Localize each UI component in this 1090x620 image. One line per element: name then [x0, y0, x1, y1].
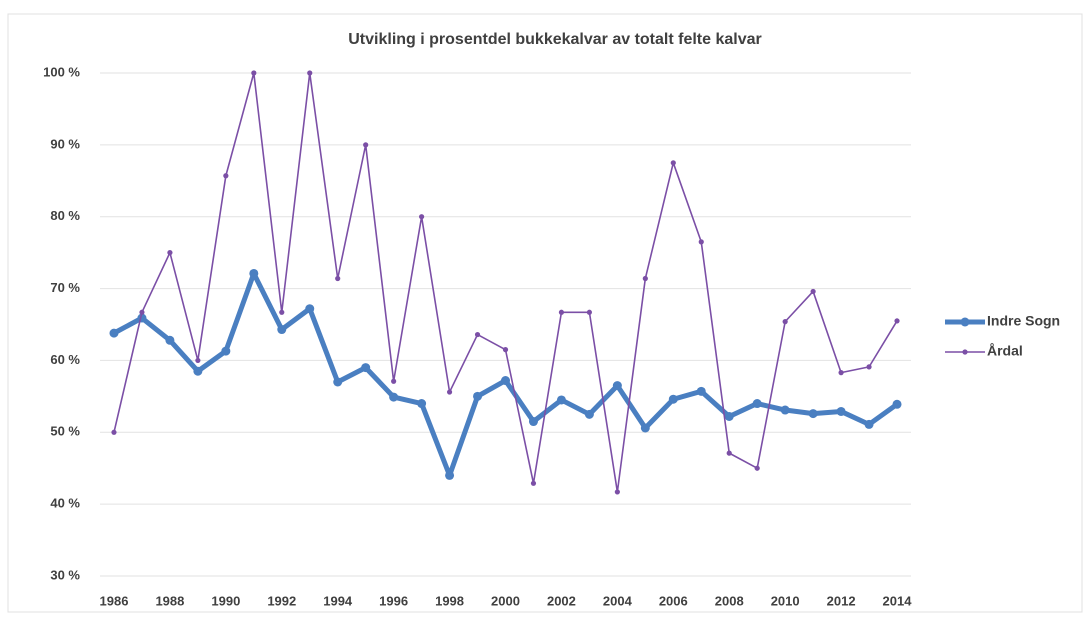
- point: [892, 399, 902, 409]
- point: [584, 409, 594, 419]
- point: [446, 389, 453, 395]
- point: [586, 309, 592, 315]
- point: [305, 304, 315, 314]
- point: [195, 357, 201, 364]
- point: [502, 347, 509, 353]
- point: [866, 364, 872, 370]
- point: [221, 346, 231, 356]
- point: [277, 325, 287, 335]
- y-tick-label: 90 %: [50, 136, 80, 151]
- point: [391, 378, 397, 384]
- legend-marker: [962, 349, 968, 355]
- x-tick-label: 2002: [547, 593, 576, 608]
- point: [361, 363, 371, 373]
- point: [419, 214, 425, 220]
- point: [333, 377, 343, 387]
- point: [724, 411, 734, 421]
- point: [279, 309, 285, 315]
- point: [417, 399, 427, 409]
- y-tick-label: 40 %: [50, 496, 80, 511]
- point: [474, 331, 481, 338]
- point: [726, 450, 732, 456]
- point: [668, 394, 678, 404]
- legend-label: Årdal: [987, 343, 1023, 359]
- point: [501, 376, 510, 386]
- point: [335, 275, 341, 282]
- point: [167, 250, 173, 256]
- point: [165, 335, 175, 345]
- point: [363, 142, 369, 148]
- point: [838, 370, 844, 376]
- x-tick-label: 2012: [827, 593, 856, 608]
- point: [558, 309, 565, 315]
- point: [556, 395, 566, 405]
- point: [696, 386, 706, 396]
- y-tick-label: 100 %: [43, 64, 80, 79]
- point: [473, 391, 483, 401]
- x-tick-label: 1992: [267, 593, 296, 608]
- legend-marker: [960, 317, 970, 327]
- point: [752, 399, 762, 409]
- point: [698, 239, 704, 245]
- point: [810, 288, 816, 295]
- point: [780, 405, 790, 415]
- chart-title: Utvikling i prosentdel bukkekalvar av to…: [348, 31, 761, 48]
- y-tick-label: 60 %: [50, 352, 80, 367]
- x-tick-label: 2000: [491, 593, 520, 608]
- point: [445, 470, 455, 480]
- y-tick-label: 70 %: [50, 280, 80, 295]
- point: [642, 275, 648, 282]
- point: [894, 318, 900, 324]
- x-tick-label: 1994: [323, 593, 353, 608]
- x-tick-label: 2010: [771, 593, 800, 608]
- point: [612, 381, 622, 391]
- x-tick-label: 1986: [100, 593, 129, 608]
- point: [251, 70, 257, 76]
- point: [249, 268, 259, 278]
- point: [307, 70, 313, 76]
- point: [864, 419, 874, 429]
- point: [640, 423, 650, 433]
- point: [836, 406, 846, 416]
- point: [530, 480, 537, 486]
- point: [782, 319, 788, 325]
- x-tick-label: 1996: [379, 593, 408, 608]
- x-tick-label: 2004: [603, 593, 633, 608]
- point: [754, 465, 760, 471]
- x-tick-label: 1998: [435, 593, 464, 608]
- point: [139, 309, 145, 315]
- x-tick-label: 1988: [155, 593, 184, 608]
- chart-frame: [7, 13, 1083, 613]
- x-tick-label: 1990: [211, 593, 240, 608]
- point: [670, 160, 676, 166]
- point: [389, 392, 399, 402]
- point: [111, 429, 117, 435]
- point: [614, 489, 620, 495]
- point: [109, 328, 119, 338]
- y-tick-label: 80 %: [50, 208, 80, 223]
- x-tick-label: 2014: [883, 593, 913, 608]
- x-tick-label: 2008: [715, 593, 744, 608]
- legend-label: Indre Sogn: [987, 313, 1060, 329]
- point: [223, 173, 229, 179]
- point: [808, 409, 818, 419]
- x-tick-label: 2006: [659, 593, 688, 608]
- point: [193, 366, 203, 376]
- y-tick-label: 30 %: [50, 567, 80, 582]
- point: [528, 417, 538, 427]
- y-tick-label: 50 %: [50, 424, 80, 439]
